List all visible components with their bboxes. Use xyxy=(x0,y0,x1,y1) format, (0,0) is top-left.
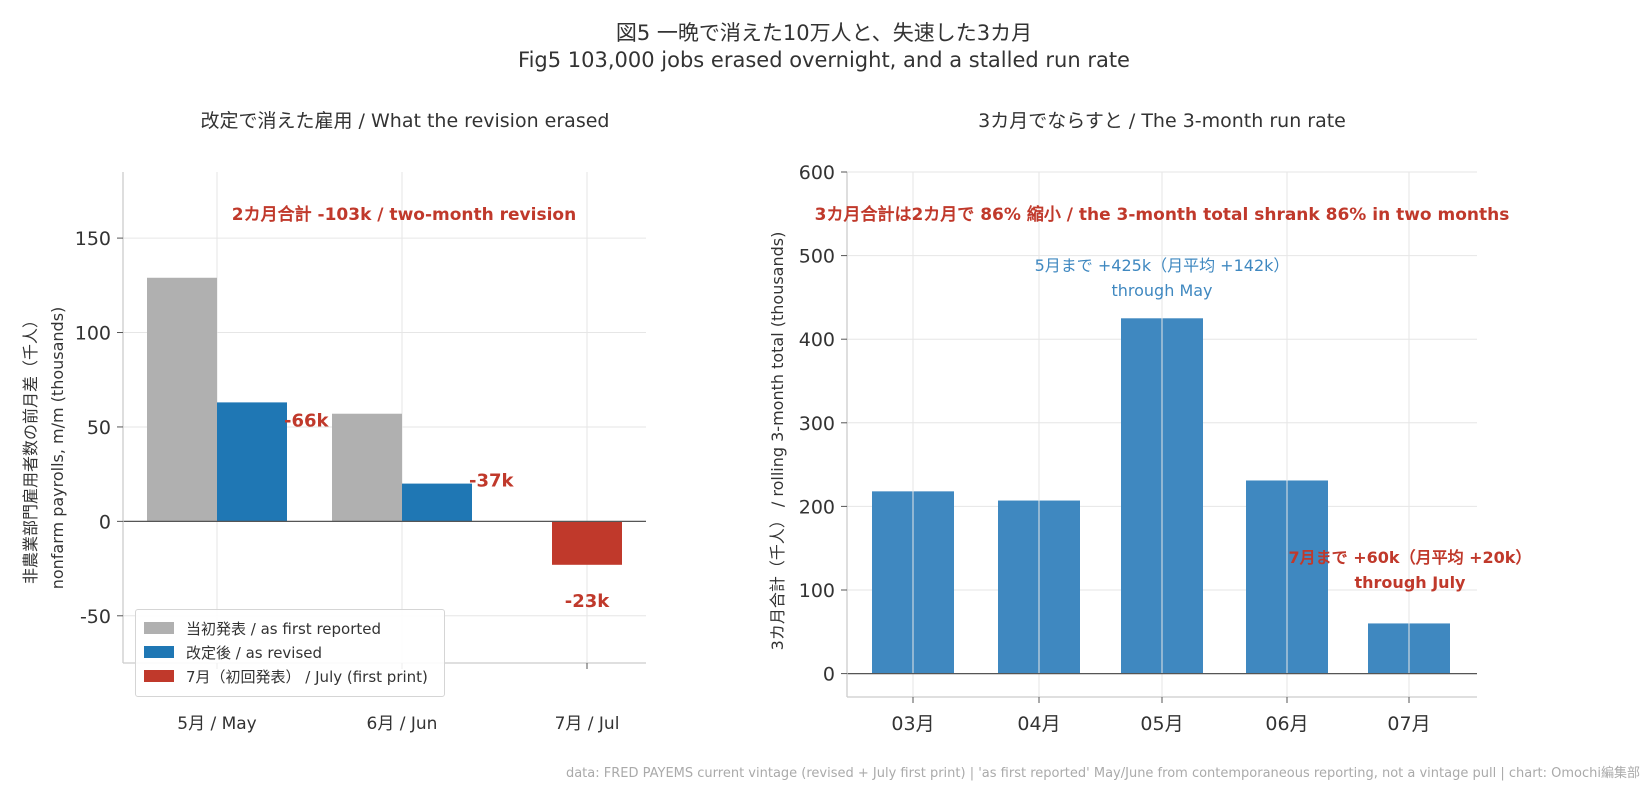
left-chart-title: 改定で消えた雇用 / What the revision erased xyxy=(200,110,610,132)
right-x-tick-label: 03月 xyxy=(891,713,934,735)
note-may-line1: 5月まで +425k（月平均 +142k） xyxy=(1035,256,1290,275)
legend-label: 改定後 / as revised xyxy=(186,643,323,662)
figure-title-ja: 図5 一晩で消えた10万人と、失速した3カ月 xyxy=(615,21,1033,45)
left-x-tick-label: 7月 / Jul xyxy=(555,714,620,734)
left-annotation: 2カ月合計 -103k / two-month revision xyxy=(232,204,576,225)
right-x-tick-label: 07月 xyxy=(1387,713,1430,735)
data-label-jun-revision: -37k xyxy=(469,471,515,492)
right-y-tick-label: 500 xyxy=(799,246,835,268)
right-y-tick-label: 0 xyxy=(823,664,835,686)
legend-item-first-reported: 当初発表 / as first reported xyxy=(144,618,381,638)
right-x-tick-label: 05月 xyxy=(1140,713,1183,735)
legend-label: 当初発表 / as first reported xyxy=(186,619,382,638)
figure-title-en: Fig5 103,000 jobs erased overnight, and … xyxy=(518,48,1130,72)
left-y-tick-label: 0 xyxy=(99,511,111,533)
right-y-tick-label: 100 xyxy=(799,580,835,602)
bar-july-first-print xyxy=(552,521,622,565)
bar-revised xyxy=(217,402,287,522)
right-y-tick-label: 200 xyxy=(799,496,835,518)
right-x-tick-label: 06月 xyxy=(1265,713,1308,735)
note-jul-line1: 7月まで +60k（月平均 +20k） xyxy=(1289,548,1532,567)
right-y-tick-label: 400 xyxy=(799,329,835,351)
left-y-tick-label: 150 xyxy=(75,228,111,250)
legend-swatch-blue xyxy=(144,646,174,658)
left-y-tick-label: 50 xyxy=(87,417,111,439)
left-y-tick-label: -50 xyxy=(80,606,111,628)
source-note: data: FRED PAYEMS current vintage (revis… xyxy=(565,766,1640,781)
bar-first-reported xyxy=(147,277,217,522)
right-y-tick-label: 300 xyxy=(799,413,835,435)
legend-swatch-red xyxy=(144,670,174,682)
note-may-line2: through May xyxy=(1111,281,1212,300)
left-y-tick-label: 100 xyxy=(75,323,111,345)
data-label-jul-value: -23k xyxy=(565,591,611,612)
bar-revised xyxy=(402,483,472,522)
left-chart-legend: 当初発表 / as first reported 改定後 / as revise… xyxy=(135,609,445,697)
left-x-tick-label: 6月 / Jun xyxy=(367,714,438,734)
left-y-axis-label-ja: 非農業部門雇用者数の前月差（千人） xyxy=(21,312,40,584)
right-chart-title: 3カ月でならすと / The 3-month run rate xyxy=(978,110,1346,132)
legend-item-july-first-print: 7月（初回発表） / July (first print) xyxy=(144,666,428,686)
left-x-tick-label: 5月 / May xyxy=(177,714,257,734)
data-label-may-revision: -66k xyxy=(284,410,330,431)
bar-first-reported xyxy=(332,413,402,522)
left-y-axis-label-en: nonfarm payrolls, m/m (thousands) xyxy=(48,307,67,590)
note-jul-line2: through July xyxy=(1355,573,1467,592)
right-y-axis-label: 3カ月合計（千人） / rolling 3-month total (thous… xyxy=(768,232,787,651)
right-annotation-top: 3カ月合計は2カ月で 86% 縮小 / the 3-month total sh… xyxy=(815,204,1510,225)
legend-swatch-gray xyxy=(144,622,174,634)
right-y-tick-label: 600 xyxy=(799,162,835,184)
right-x-tick-label: 04月 xyxy=(1017,713,1060,735)
legend-label: 7月（初回発表） / July (first print) xyxy=(186,667,428,686)
legend-item-revised: 改定後 / as revised xyxy=(144,642,322,662)
